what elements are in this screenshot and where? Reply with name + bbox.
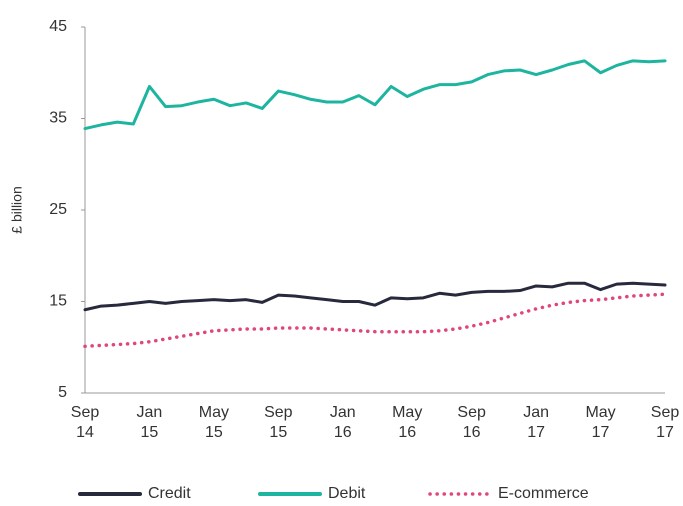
x-tick-label: Sep 16: [457, 404, 486, 441]
x-tick-label-line: May: [199, 404, 229, 421]
x-tick-label-line: Sep: [71, 404, 100, 421]
x-tick-label-line: 15: [269, 424, 287, 441]
y-tick-label: 45: [49, 18, 67, 35]
x-tick-label-line: Sep: [457, 404, 486, 421]
x-tick-label-line: 16: [398, 424, 416, 441]
series-line: [83, 292, 667, 349]
x-tick-label-line: 17: [656, 424, 674, 441]
x-tick-label: May 17: [585, 404, 615, 441]
x-tick-label-line: Jan: [523, 404, 549, 421]
y-tick-label: 25: [49, 201, 67, 218]
x-tick-label: Jan 16: [330, 404, 356, 441]
x-tick-label-line: Jan: [137, 404, 163, 421]
x-tick-label: Sep 17: [651, 404, 680, 441]
x-tick-label: Jan 17: [523, 404, 549, 441]
x-tick-label-line: 14: [76, 424, 94, 441]
legend-label: Credit: [148, 485, 191, 502]
x-tick-label-line: Sep: [264, 404, 293, 421]
y-tick-label: 15: [49, 293, 67, 310]
x-tick-label: Sep 14: [71, 404, 100, 441]
y-tick-label: 35: [49, 110, 67, 127]
x-tick-label-line: 15: [205, 424, 223, 441]
y-axis-label: £ billion: [9, 186, 25, 233]
x-tick-label-line: Jan: [330, 404, 356, 421]
x-tick-label-line: 16: [334, 424, 352, 441]
x-tick-label-line: May: [392, 404, 422, 421]
legend-label: E-commerce: [498, 485, 589, 502]
y-tick-label: 5: [58, 384, 67, 401]
x-tick-label-line: May: [585, 404, 615, 421]
x-tick-label: Jan 15: [137, 404, 163, 441]
x-tick-label: Sep 15: [264, 404, 293, 441]
x-tick-label-line: 16: [463, 424, 481, 441]
x-tick-label-line: Sep: [651, 404, 680, 421]
x-tick-label-line: 17: [527, 424, 545, 441]
x-tick-label-line: 17: [592, 424, 610, 441]
series-line: [83, 59, 667, 131]
series-line: [83, 281, 667, 312]
x-tick-label-line: 15: [141, 424, 159, 441]
x-tick-label: May 15: [199, 404, 229, 441]
legend-label: Debit: [328, 485, 366, 502]
x-tick-label: May 16: [392, 404, 422, 441]
